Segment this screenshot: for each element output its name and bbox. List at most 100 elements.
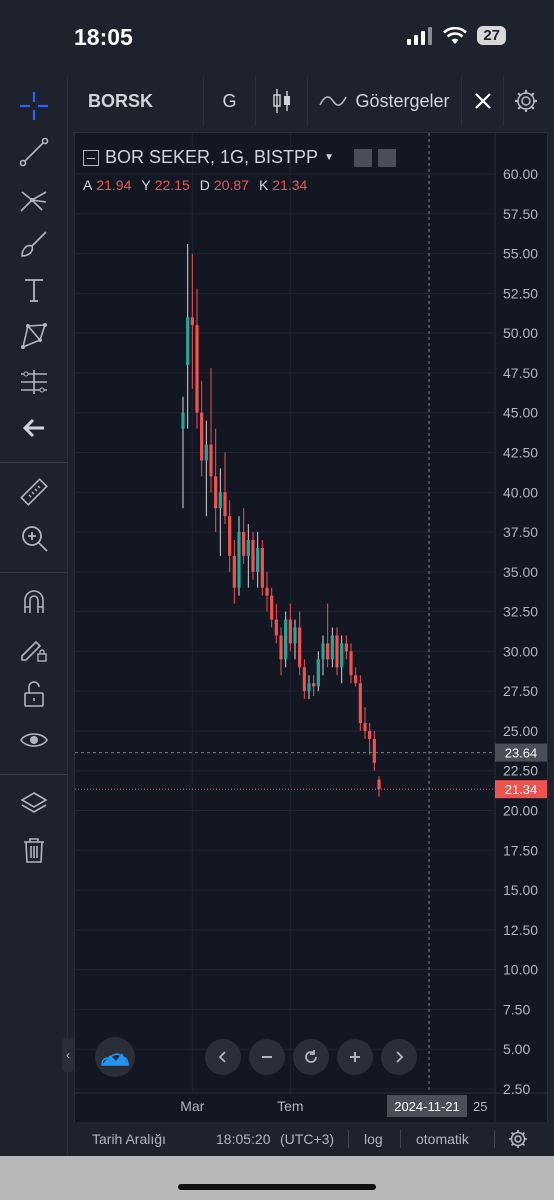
close-button[interactable] (462, 76, 504, 126)
candle-body (363, 723, 367, 731)
candle-body (195, 325, 199, 413)
object-tree-tool[interactable] (14, 784, 54, 824)
chart-pane[interactable]: 60.00 57.50 55.00 52.50 50.00 47.50 45.00 42.50… (74, 132, 549, 1125)
y-tick-label: 45.00 (503, 405, 538, 421)
indicators-label: Göstergeler (355, 90, 450, 111)
logo-button[interactable] (95, 1037, 135, 1077)
timezone-button[interactable]: (UTC+3) (280, 1131, 335, 1147)
magnet-tool[interactable] (14, 582, 54, 622)
candle-body (200, 412, 204, 461)
candle-body (344, 643, 348, 652)
pitchfork-icon (20, 191, 47, 212)
scroll-right-button[interactable] (381, 1039, 417, 1075)
high-label: Y (141, 177, 151, 193)
chevron-right-icon (396, 1051, 404, 1063)
text-tool[interactable] (14, 270, 54, 310)
collapse-legend-icon[interactable] (83, 149, 99, 166)
zoom-out-button[interactable] (249, 1039, 285, 1075)
y-tick-label: 2.50 (503, 1081, 530, 1097)
unlock-icon (24, 681, 44, 707)
y-tick-label: 20.00 (503, 803, 538, 819)
chevron-left-icon: ‹ (66, 1048, 70, 1062)
candle-body (354, 675, 358, 684)
y-tick-label: 7.50 (503, 1001, 530, 1017)
auto-scale-toggle[interactable]: otomatik (416, 1131, 469, 1147)
candle-body (368, 730, 372, 739)
visibility-tool[interactable] (14, 720, 54, 760)
y-tick-label: 37.50 (503, 524, 538, 540)
trend-line-tool[interactable] (14, 132, 54, 172)
candle-body (256, 547, 260, 572)
measure-range-icon (21, 370, 47, 394)
crosshair-tool[interactable] (14, 86, 54, 126)
navigation-controls (205, 1039, 417, 1075)
candles (181, 244, 381, 797)
gear-icon[interactable] (377, 148, 396, 167)
time-scale[interactable]: Mar Tem (180, 1098, 303, 1114)
chart-type-button[interactable] (256, 76, 308, 126)
date-range-button[interactable]: Tarih Aralığı (92, 1131, 166, 1147)
scroll-left-button[interactable] (205, 1039, 241, 1075)
trash-icon (24, 838, 44, 863)
candle-body (223, 492, 227, 517)
fib-tool[interactable] (14, 178, 54, 218)
zoom-in-button[interactable] (337, 1039, 373, 1075)
svg-text:21.34: 21.34 (505, 782, 538, 797)
lock-drawings-tool[interactable] (14, 628, 54, 668)
settings-button[interactable] (504, 76, 548, 126)
candle-body (214, 476, 218, 509)
pattern-icon (21, 323, 47, 349)
y-tick-label: 50.00 (503, 325, 538, 341)
remove-drawings-tool[interactable] (14, 830, 54, 870)
ohlc-values: A 21.94 Y 22.15 D 20.87 K 21.34 (83, 177, 307, 193)
candle-body (181, 412, 185, 429)
prediction-tool[interactable] (14, 362, 54, 402)
eye-hidden-icon[interactable] (353, 148, 372, 167)
interval-button[interactable]: G (204, 76, 256, 126)
toolbar-collapse-handle[interactable]: ‹ (62, 1038, 74, 1072)
hide-toolbar-button[interactable] (14, 408, 54, 448)
home-indicator[interactable] (178, 1184, 376, 1190)
candle-body (242, 532, 246, 556)
y-tick-label: 52.50 (503, 285, 538, 301)
lock-tool[interactable] (14, 674, 54, 714)
y-tick-label: 32.50 (503, 604, 538, 620)
open-label: A (83, 177, 93, 193)
zoom-tool[interactable] (14, 518, 54, 558)
y-tick-label: 47.50 (503, 365, 538, 381)
top-toolbar: BORSK G Göstergeler (74, 76, 548, 126)
indicators-button[interactable]: Göstergeler (308, 76, 462, 126)
price-scale[interactable]: 60.00 57.50 55.00 52.50 50.00 47.50 45.00 42.50… (503, 166, 538, 1097)
close-label: K (258, 177, 269, 193)
toolbar-divider (0, 774, 68, 775)
chevron-left-icon (218, 1051, 226, 1063)
caret-down-icon[interactable]: ▼ (324, 152, 334, 163)
price-chart[interactable]: 60.00 57.50 55.00 52.50 50.00 47.50 45.00 42.50… (75, 133, 549, 1125)
low-value: 20.87 (213, 177, 249, 193)
ruler-tool[interactable] (14, 472, 54, 512)
svg-text:2024-11-21: 2024-11-21 (394, 1099, 460, 1114)
x-tick-label: Tem (277, 1098, 303, 1114)
y-tick-label: 5.00 (503, 1041, 530, 1057)
brush-tool[interactable] (14, 224, 54, 264)
y-tick-label: 60.00 (503, 166, 538, 182)
candle-body (330, 635, 334, 660)
candle-body (298, 627, 302, 668)
y-tick-label: 25.00 (503, 723, 538, 739)
y-tick-label: 10.00 (503, 962, 538, 978)
gear-icon[interactable] (508, 1129, 528, 1149)
indicators-icon (319, 96, 348, 106)
log-scale-toggle[interactable]: log (364, 1131, 383, 1147)
crosshair-date-badge: 2024-11-21 (387, 1095, 467, 1117)
pattern-tool[interactable] (14, 316, 54, 356)
reset-button[interactable] (293, 1039, 329, 1075)
legend-title[interactable]: BOR SEKER, 1G, BISTPP (105, 147, 319, 167)
y-tick-label: 40.00 (503, 484, 538, 500)
candle-body (340, 643, 344, 668)
zoom-in-icon (22, 526, 48, 552)
battery-indicator: 27 (477, 26, 506, 45)
symbol-button[interactable]: BORSK (74, 76, 204, 126)
y-tick-label: 17.50 (503, 842, 538, 858)
open-value: 21.94 (96, 177, 132, 193)
pencil-lock-icon (21, 640, 47, 662)
